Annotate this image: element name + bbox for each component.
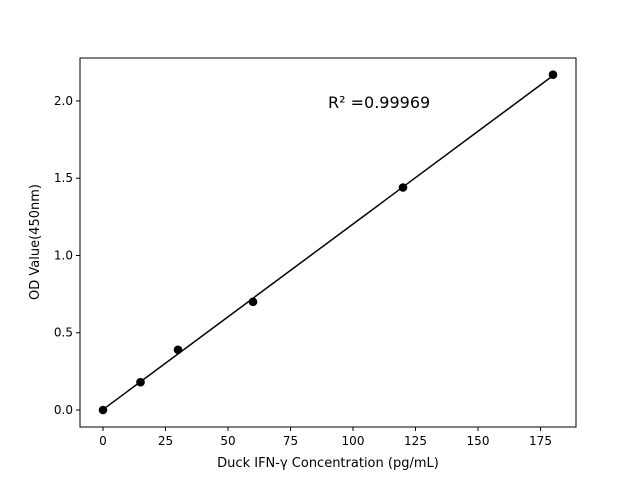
y-tick-label: 1.0 bbox=[54, 248, 73, 262]
x-tick-label: 25 bbox=[158, 434, 173, 448]
x-tick-label: 175 bbox=[529, 434, 552, 448]
data-point bbox=[98, 405, 108, 415]
x-axis-label: Duck IFN-γ Concentration (pg/mL) bbox=[217, 456, 439, 471]
x-tick-label: 150 bbox=[467, 434, 490, 448]
y-axis-label: OD Value(450nm) bbox=[28, 184, 43, 300]
data-point bbox=[136, 377, 145, 387]
x-tick-label: 125 bbox=[404, 434, 427, 448]
x-tick-label: 0 bbox=[99, 434, 107, 448]
y-tick-label: 2.0 bbox=[54, 94, 73, 108]
y-tick-label: 1.5 bbox=[54, 171, 73, 185]
data-point bbox=[548, 70, 558, 79]
data-point bbox=[248, 297, 258, 307]
x-tick-label: 75 bbox=[283, 434, 298, 448]
data-point bbox=[173, 345, 183, 355]
data-point bbox=[398, 183, 408, 192]
y-tick-label: 0.0 bbox=[54, 403, 73, 417]
x-tick-label: 50 bbox=[220, 434, 235, 448]
x-tick-label: 100 bbox=[342, 434, 365, 448]
r-squared-annotation: R² =0.99969 bbox=[328, 93, 430, 112]
y-tick-label: 0.5 bbox=[54, 326, 73, 340]
